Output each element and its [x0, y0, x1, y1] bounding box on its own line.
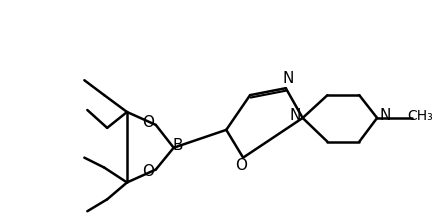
Text: N: N — [282, 71, 293, 86]
Text: B: B — [172, 138, 183, 153]
Text: O: O — [142, 164, 154, 179]
Text: N: N — [379, 109, 391, 123]
Text: O: O — [235, 158, 247, 173]
Text: N: N — [289, 109, 300, 123]
Text: CH₃: CH₃ — [407, 109, 433, 123]
Text: O: O — [142, 115, 154, 130]
